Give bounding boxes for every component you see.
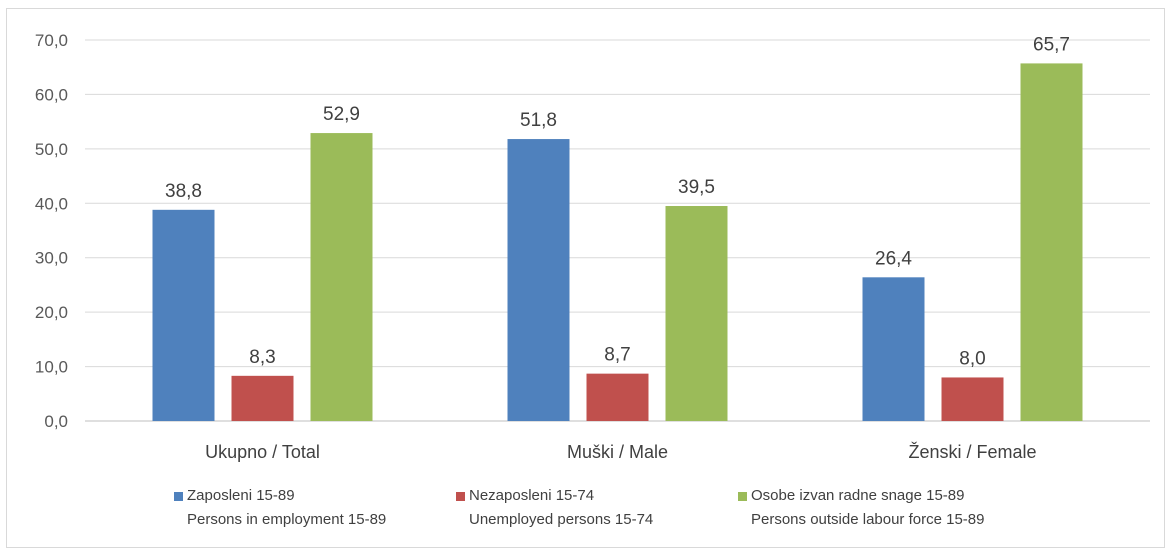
data-label: 8,7	[604, 345, 630, 366]
legend-label-english: Persons outside labour force 15-89	[751, 511, 985, 528]
x-category-label: Muški / Male	[567, 442, 668, 462]
y-tick-label: 40,0	[35, 194, 68, 213]
legend-label-english: Unemployed persons 15-74	[469, 511, 654, 528]
y-tick-label: 60,0	[35, 85, 68, 104]
y-tick-label: 30,0	[35, 249, 68, 268]
y-tick-label: 20,0	[35, 303, 68, 322]
bar	[665, 206, 728, 421]
data-label: 65,7	[1033, 34, 1070, 55]
legend-label: Osobe izvan radne snage 15-89	[751, 487, 965, 504]
bar	[586, 373, 649, 421]
legend-swatch	[738, 491, 747, 501]
bar	[862, 277, 925, 421]
bar	[1020, 63, 1083, 421]
legend-swatch	[456, 491, 465, 501]
data-label: 8,3	[249, 347, 275, 368]
y-tick-label: 10,0	[35, 358, 68, 377]
bar	[152, 209, 215, 421]
bar	[941, 377, 1004, 421]
legend-label-english: Persons in employment 15-89	[187, 511, 387, 528]
legend-row: Nezaposleni 15-74	[456, 484, 653, 508]
x-category-label: Ženski / Female	[908, 442, 1036, 462]
legend-row: Zaposleni 15-89	[174, 484, 386, 508]
bar	[231, 375, 294, 421]
legend-label: Nezaposleni 15-74	[469, 487, 595, 504]
legend-item: Osobe izvan radne snage 15-89 Persons out…	[738, 484, 984, 532]
legend-row: Osobe izvan radne snage 15-89	[738, 484, 984, 508]
legend-label: Zaposleni 15-89	[187, 487, 295, 504]
bar-chart: 0,0 10,0 20,0 30,0 40,0 50,0 60,0 70,0 38,8 8,3 52…	[35, 31, 1150, 462]
legend-swatch	[174, 491, 183, 501]
data-label: 39,5	[678, 177, 715, 198]
bar	[507, 139, 570, 421]
x-category-label: Ukupno / Total	[205, 442, 320, 462]
data-label: 38,8	[165, 181, 202, 202]
legend-item: Nezaposleni 15-74 Unemployed persons 15-7…	[456, 484, 653, 532]
y-tick-label: 0,0	[44, 412, 68, 431]
bar	[310, 133, 373, 421]
y-tick-label: 50,0	[35, 140, 68, 159]
data-label: 52,9	[323, 104, 360, 125]
y-tick-label: 70,0	[35, 31, 68, 50]
legend-item: Zaposleni 15-89 Persons in employment 15-…	[174, 484, 386, 532]
data-label: 26,4	[875, 248, 912, 269]
data-label: 51,8	[520, 110, 557, 131]
data-label: 8,0	[959, 348, 985, 369]
